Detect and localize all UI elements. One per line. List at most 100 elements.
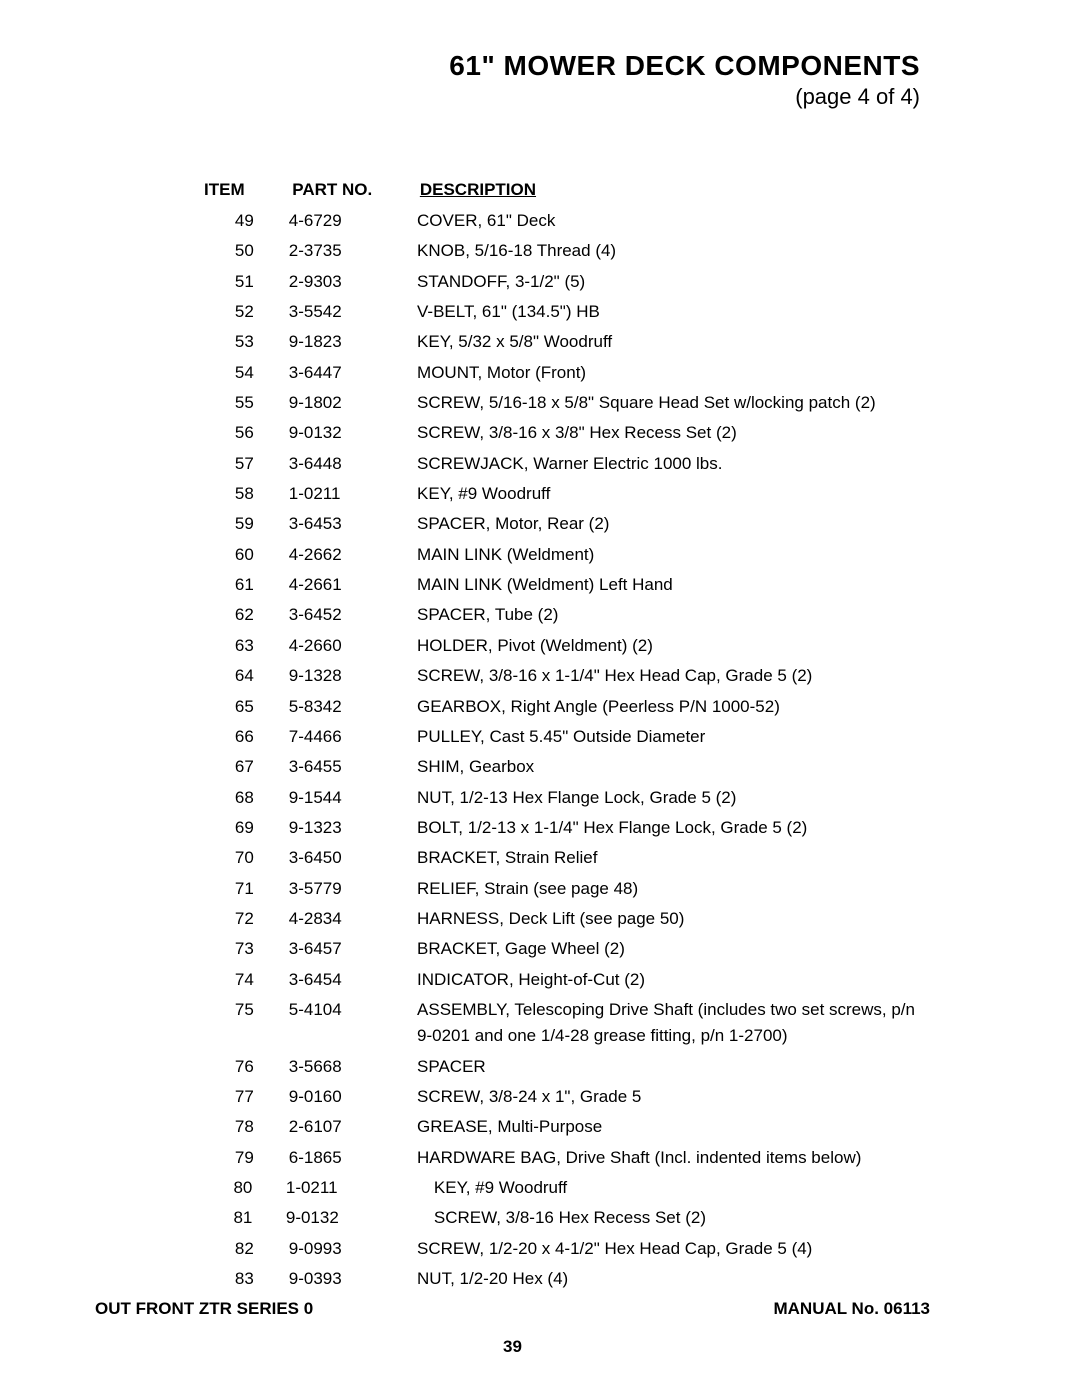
table-row: 494-6729COVER, 61" Deck bbox=[200, 206, 930, 236]
cell-item: 78 bbox=[200, 1114, 289, 1140]
cell-desc: KEY, #9 Woodruff bbox=[417, 481, 930, 507]
cell-desc: KEY, 5/32 x 5/8" Woodruff bbox=[417, 329, 930, 355]
table-row: 755-4104ASSEMBLY, Telescoping Drive Shaf… bbox=[200, 995, 930, 1052]
table-row: 623-6452SPACER, Tube (2) bbox=[200, 600, 930, 630]
cell-part: 3-6448 bbox=[289, 451, 417, 477]
table-row: 829-0993SCREW, 1/2-20 x 4-1/2" Hex Head … bbox=[200, 1234, 930, 1264]
cell-part: 5-8342 bbox=[289, 694, 417, 720]
cell-item: 74 bbox=[200, 967, 289, 993]
table-row: 502-3735KNOB, 5/16-18 Thread (4) bbox=[200, 236, 930, 266]
footer-row: OUT FRONT ZTR SERIES 0 MANUAL No. 06113 bbox=[95, 1299, 930, 1319]
cell-item: 77 bbox=[200, 1084, 289, 1110]
cell-item: 67 bbox=[200, 754, 289, 780]
cell-part: 3-6454 bbox=[289, 967, 417, 993]
page-subtitle: (page 4 of 4) bbox=[150, 84, 920, 110]
cell-item: 58 bbox=[200, 481, 289, 507]
cell-desc: BRACKET, Gage Wheel (2) bbox=[417, 936, 930, 962]
cell-desc: BOLT, 1/2-13 x 1-1/4" Hex Flange Lock, G… bbox=[417, 815, 930, 841]
cell-desc: HARNESS, Deck Lift (see page 50) bbox=[417, 906, 930, 932]
cell-desc: MOUNT, Motor (Front) bbox=[417, 360, 930, 386]
cell-item: 51 bbox=[200, 269, 289, 295]
cell-part: 9-0132 bbox=[286, 1205, 410, 1231]
cell-item: 56 bbox=[200, 420, 289, 446]
cell-part: 3-6447 bbox=[289, 360, 417, 386]
cell-item: 80 bbox=[200, 1175, 286, 1201]
cell-desc: SPACER bbox=[417, 1054, 930, 1080]
table-row: 699-1323BOLT, 1/2-13 x 1-1/4" Hex Flange… bbox=[200, 813, 930, 843]
table-header: ITEM PART NO. DESCRIPTION bbox=[200, 180, 930, 200]
cell-desc: SPACER, Tube (2) bbox=[417, 602, 930, 628]
cell-item: 71 bbox=[200, 876, 289, 902]
table-row: 634-2660HOLDER, Pivot (Weldment) (2) bbox=[200, 631, 930, 661]
cell-item: 69 bbox=[200, 815, 289, 841]
cell-desc: NUT, 1/2-13 Hex Flange Lock, Grade 5 (2) bbox=[417, 785, 930, 811]
cell-part: 3-6453 bbox=[289, 511, 417, 537]
cell-part: 9-1328 bbox=[289, 663, 417, 689]
cell-item: 60 bbox=[200, 542, 289, 568]
cell-part: 3-5542 bbox=[289, 299, 417, 325]
cell-desc: V-BELT, 61" (134.5") HB bbox=[417, 299, 930, 325]
cell-part: 3-6457 bbox=[289, 936, 417, 962]
cell-desc: SCREW, 1/2-20 x 4-1/2" Hex Head Cap, Gra… bbox=[417, 1236, 930, 1262]
table-row: 703-6450BRACKET, Strain Relief bbox=[200, 843, 930, 873]
cell-desc: STANDOFF, 3-1/2" (5) bbox=[417, 269, 930, 295]
table-row: 523-5542V-BELT, 61" (134.5") HB bbox=[200, 297, 930, 327]
cell-part: 4-2662 bbox=[289, 542, 417, 568]
table-row: 604-2662MAIN LINK (Weldment) bbox=[200, 540, 930, 570]
table-row: 614-2661MAIN LINK (Weldment) Left Hand bbox=[200, 570, 930, 600]
cell-part: 4-6729 bbox=[289, 208, 417, 234]
cell-desc: SCREW, 3/8-16 x 3/8" Hex Recess Set (2) bbox=[417, 420, 930, 446]
cell-desc: MAIN LINK (Weldment) Left Hand bbox=[417, 572, 930, 598]
cell-part: 9-1544 bbox=[289, 785, 417, 811]
cell-part: 4-2661 bbox=[289, 572, 417, 598]
cell-item: 68 bbox=[200, 785, 289, 811]
cell-part: 3-6455 bbox=[289, 754, 417, 780]
cell-part: 9-1323 bbox=[289, 815, 417, 841]
footer-right: MANUAL No. 06113 bbox=[773, 1299, 930, 1319]
cell-part: 9-0393 bbox=[289, 1266, 417, 1292]
cell-desc: COVER, 61" Deck bbox=[417, 208, 930, 234]
cell-desc: NUT, 1/2-20 Hex (4) bbox=[417, 1266, 930, 1292]
table-row: 649-1328SCREW, 3/8-16 x 1-1/4" Hex Head … bbox=[200, 661, 930, 691]
table-row: 667-4466PULLEY, Cast 5.45" Outside Diame… bbox=[200, 722, 930, 752]
table-row: 673-6455SHIM, Gearbox bbox=[200, 752, 930, 782]
table-row: 655-8342GEARBOX, Right Angle (Peerless P… bbox=[200, 692, 930, 722]
table-row: 559-1802SCREW, 5/16-18 x 5/8" Square Hea… bbox=[200, 388, 930, 418]
cell-item: 59 bbox=[200, 511, 289, 537]
table-row: 581-0211KEY, #9 Woodruff bbox=[200, 479, 930, 509]
col-header-desc: DESCRIPTION bbox=[420, 180, 930, 200]
cell-part: 7-4466 bbox=[289, 724, 417, 750]
cell-desc: SCREW, 3/8-16 Hex Recess Set (2) bbox=[410, 1205, 930, 1231]
cell-item: 70 bbox=[200, 845, 289, 871]
table-body: 494-6729COVER, 61" Deck502-3735KNOB, 5/1… bbox=[200, 206, 930, 1294]
cell-item: 53 bbox=[200, 329, 289, 355]
cell-item: 73 bbox=[200, 936, 289, 962]
cell-desc: KNOB, 5/16-18 Thread (4) bbox=[417, 238, 930, 264]
table-row: 573-6448SCREWJACK, Warner Electric 1000 … bbox=[200, 449, 930, 479]
table-row: 779-0160SCREW, 3/8-24 x 1", Grade 5 bbox=[200, 1082, 930, 1112]
col-header-item: ITEM bbox=[200, 180, 292, 200]
table-row: 839-0393NUT, 1/2-20 Hex (4) bbox=[200, 1264, 930, 1294]
cell-desc: MAIN LINK (Weldment) bbox=[417, 542, 930, 568]
table-row: 713-5779RELIEF, Strain (see page 48) bbox=[200, 874, 930, 904]
cell-desc: RELIEF, Strain (see page 48) bbox=[417, 876, 930, 902]
cell-part: 6-1865 bbox=[289, 1145, 417, 1171]
cell-part: 3-6450 bbox=[289, 845, 417, 871]
cell-item: 50 bbox=[200, 238, 289, 264]
cell-item: 63 bbox=[200, 633, 289, 659]
cell-part: 3-5668 bbox=[289, 1054, 417, 1080]
cell-item: 76 bbox=[200, 1054, 289, 1080]
cell-part: 9-1823 bbox=[289, 329, 417, 355]
table-row: 724-2834HARNESS, Deck Lift (see page 50) bbox=[200, 904, 930, 934]
cell-item: 55 bbox=[200, 390, 289, 416]
cell-part: 9-0132 bbox=[289, 420, 417, 446]
cell-part: 3-6452 bbox=[289, 602, 417, 628]
cell-desc: SCREW, 3/8-24 x 1", Grade 5 bbox=[417, 1084, 930, 1110]
cell-item: 82 bbox=[200, 1236, 289, 1262]
cell-item: 57 bbox=[200, 451, 289, 477]
cell-item: 61 bbox=[200, 572, 289, 598]
cell-part: 2-6107 bbox=[289, 1114, 417, 1140]
cell-item: 49 bbox=[200, 208, 289, 234]
cell-item: 79 bbox=[200, 1145, 289, 1171]
table-row: 801-0211KEY, #9 Woodruff bbox=[200, 1173, 930, 1203]
